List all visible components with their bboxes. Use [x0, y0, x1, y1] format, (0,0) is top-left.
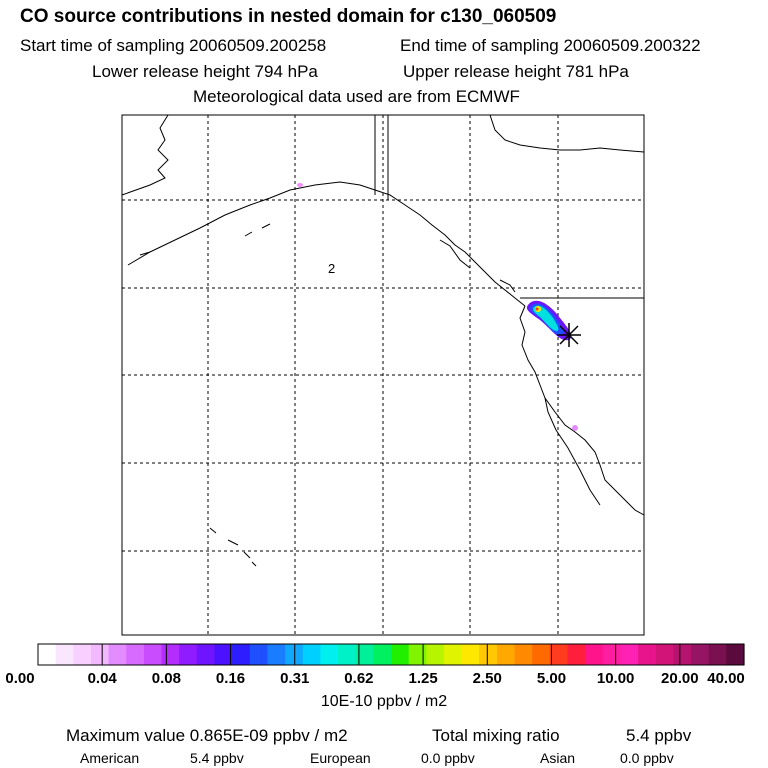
colorbar-cell [708, 644, 727, 665]
colorbar-cell [196, 644, 216, 665]
colorbar-cell [285, 644, 304, 665]
american-value: 5.4 ppbv [190, 750, 244, 766]
colorbar-cell [108, 644, 127, 665]
asian-value: 0.0 ppbv [620, 750, 674, 766]
colorbar-cell [302, 644, 321, 665]
colorbar-cells [38, 644, 745, 665]
maximum-value-label: Maximum value 0.865E-09 ppbv / m2 [66, 726, 348, 745]
release-point-marker [557, 323, 581, 347]
co-plume [297, 183, 578, 431]
asian-label: Asian [540, 750, 576, 766]
colorbar-cell [620, 644, 639, 665]
start-time-label: Start time of sampling 20060509.200258 [20, 36, 327, 55]
coastlines [121, 114, 645, 567]
colorbar-tick-label: 0.31 [280, 670, 310, 687]
colorbar-tick-label: 0.04 [87, 670, 117, 687]
colorbar-cell [143, 644, 163, 665]
total-mixing-ratio-value: 5.4 ppbv [626, 726, 692, 745]
colorbar-cell [461, 644, 480, 665]
colorbar-cell [691, 644, 710, 665]
colorbar-cell [726, 644, 745, 665]
colorbar-dividers [101, 644, 681, 665]
colorbar-cell [55, 644, 74, 665]
colorbar-tick-label: 0.00 [5, 670, 35, 687]
colorbar-cell [90, 644, 110, 665]
colorbar-units: 10E-10 ppbv / m2 [320, 693, 448, 710]
colorbar-tick-label: 10.00 [596, 670, 635, 687]
colorbar-tick-label: 20.00 [661, 670, 699, 687]
colorbar-cell [320, 644, 339, 665]
end-time-label: End time of sampling 20060509.200322 [400, 36, 701, 55]
colorbar-cell [126, 644, 145, 665]
colorbar-cell [549, 644, 569, 665]
colorbar-tick-label: 2.50 [472, 670, 502, 687]
colorbar-cell [496, 644, 516, 665]
colorbar-cell [585, 644, 604, 665]
colorbar-cell [355, 644, 374, 665]
colorbar-cell [673, 644, 692, 665]
total-mixing-ratio-label: Total mixing ratio [432, 726, 560, 745]
colorbar-cell [232, 644, 251, 665]
colorbar-tick-label: 0.08 [151, 670, 181, 687]
colorbar-cell [602, 644, 622, 665]
colorbar-cell [249, 644, 269, 665]
colorbar-cell [426, 644, 445, 665]
colorbar-tick-label: 0.16 [215, 670, 246, 687]
colorbar-cell [655, 644, 674, 665]
lower-release-height-label: Lower release height 794 hPa [92, 62, 318, 81]
colorbar-cell [38, 644, 57, 665]
map-label-digit: 2 [328, 261, 335, 276]
colorbar-tick-label: 1.25 [408, 670, 438, 687]
colorbar-cell [214, 644, 233, 665]
colorbar-cell [391, 644, 410, 665]
colorbar-cell [267, 644, 286, 665]
colorbar-cell [338, 644, 357, 665]
colorbar-cell [514, 644, 533, 665]
colorbar-cell [532, 644, 551, 665]
lat-lon-grid [122, 115, 644, 635]
colorbar-cell [73, 644, 92, 665]
colorbar-cell [479, 644, 498, 665]
met-data-label: Meteorological data used are from ECMWF [193, 87, 520, 106]
colorbar-cell [179, 644, 198, 665]
plot-title: CO source contributions in nested domain… [20, 6, 557, 27]
colorbar-outline [37, 643, 745, 666]
colorbar-cell [638, 644, 657, 665]
colorbar-tick-label: 5.00 [536, 670, 567, 687]
colorbar-cell [567, 644, 586, 665]
colorbar-cell [373, 644, 392, 665]
colorbar-tick-label: 0.62 [344, 670, 374, 687]
upper-release-height-label: Upper release height 781 hPa [403, 62, 629, 81]
colorbar-cell [408, 644, 427, 665]
colorbar-tick-label: 40.00 [707, 670, 745, 687]
colorbar-cell [161, 644, 180, 665]
colorbar-cell [443, 644, 463, 665]
european-value: 0.0 ppbv [421, 750, 475, 766]
american-label: American [80, 750, 140, 766]
european-label: European [310, 750, 371, 766]
